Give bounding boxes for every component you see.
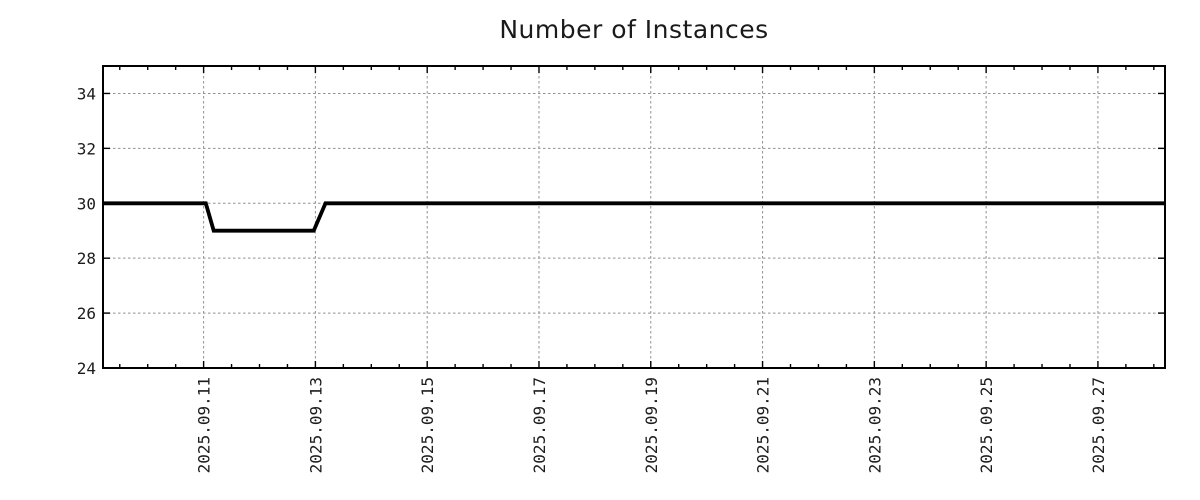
y-tick-label: 30 (77, 194, 96, 213)
x-tick-label: 2025.09.25 (977, 377, 996, 473)
x-tick-label: 2025.09.17 (530, 377, 549, 473)
axis-layer (102, 65, 1166, 369)
x-tick-label: 2025.09.27 (1089, 377, 1108, 473)
x-tick-label: 2025.09.15 (418, 377, 437, 473)
series-layer (103, 201, 1165, 233)
grid-layer (103, 66, 1165, 369)
plot-border (102, 65, 1166, 369)
y-tick-label: 26 (77, 304, 96, 323)
series-line-instances (103, 201, 1165, 233)
y-tick-label: 24 (77, 359, 96, 378)
y-tick-label: 32 (77, 139, 96, 158)
x-tick-label: 2025.09.11 (195, 377, 214, 473)
x-tick-label: 2025.09.21 (754, 377, 773, 473)
x-tick-label: 2025.09.13 (306, 377, 325, 473)
label-layer: 24 26 28 30 32 34 2025.09.11 2025.09.13 2025.09.… (77, 84, 1108, 473)
x-tick-label: 2025.09.23 (865, 377, 884, 473)
y-tick-label: 34 (77, 84, 96, 103)
x-tick-label: 2025.09.19 (642, 377, 661, 473)
chart-title: Number of Instances (499, 15, 769, 44)
y-tick-label: 28 (77, 249, 96, 268)
